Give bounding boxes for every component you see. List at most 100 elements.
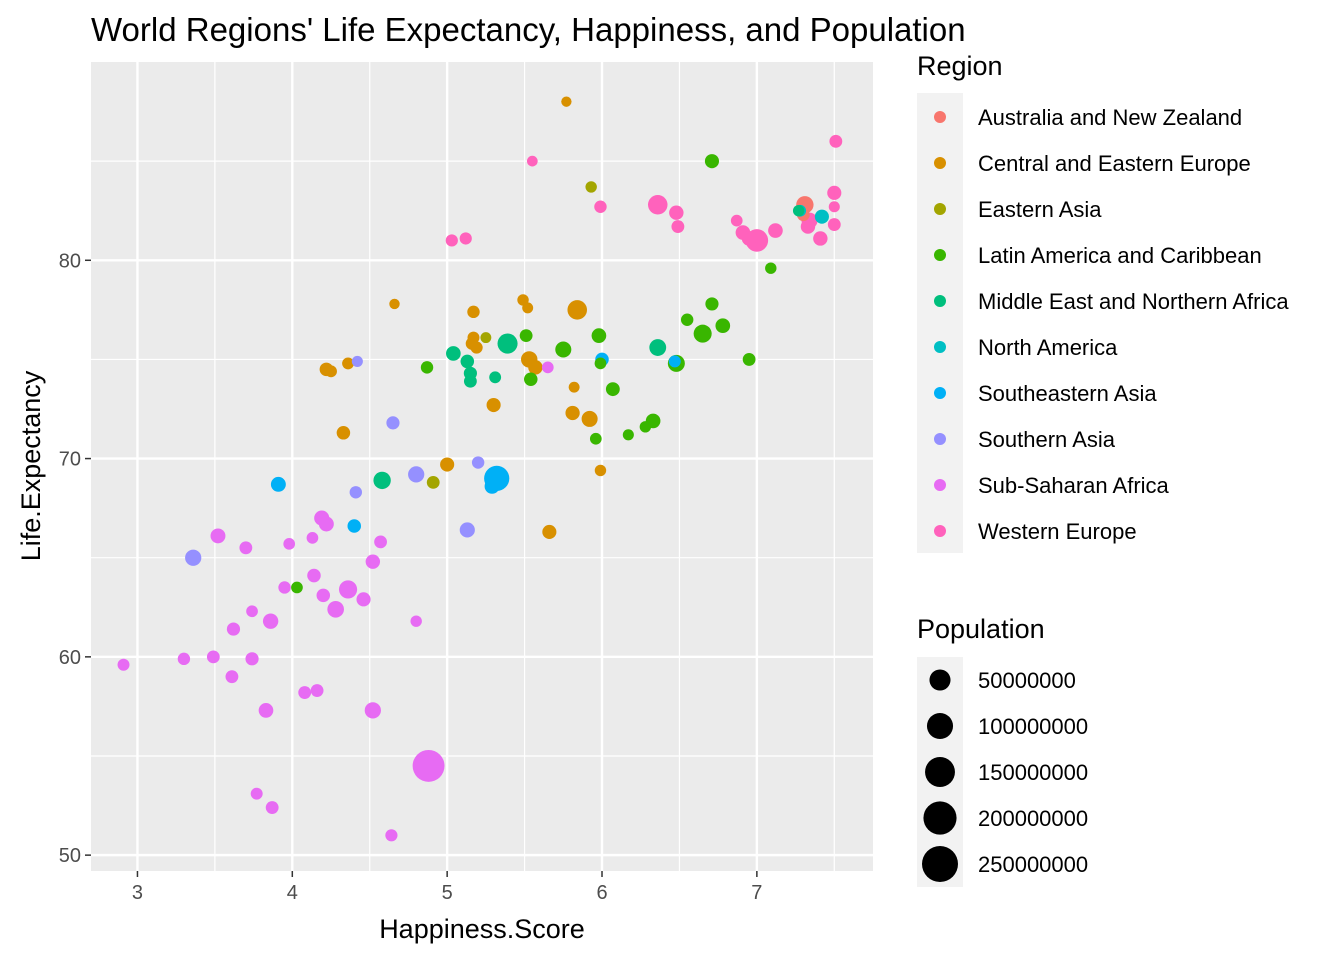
data-point: [351, 355, 363, 367]
data-point: [470, 341, 483, 354]
data-point: [336, 426, 351, 440]
data-point: [410, 615, 422, 627]
region-legend-key: [934, 341, 946, 353]
data-point: [828, 201, 840, 213]
y-tick-label: 50: [59, 845, 81, 867]
y-axis: 50 60 70 80: [59, 250, 91, 867]
data-point: [484, 478, 500, 494]
data-point: [528, 360, 543, 375]
data-point: [730, 214, 743, 227]
data-point: [265, 801, 279, 814]
data-point: [768, 223, 783, 238]
population-legend-key: [922, 846, 958, 882]
data-point: [460, 354, 475, 369]
data-point: [715, 318, 731, 334]
data-point: [226, 622, 241, 636]
data-point: [426, 475, 440, 489]
data-point: [765, 262, 777, 274]
y-tick-label: 80: [59, 250, 81, 272]
data-point: [568, 381, 580, 393]
data-point: [307, 568, 321, 583]
data-point: [291, 581, 303, 594]
x-tick-label: 3: [132, 882, 143, 904]
data-point: [567, 300, 587, 320]
data-point: [581, 410, 598, 427]
data-point: [467, 305, 480, 319]
data-point: [283, 537, 296, 550]
region-legend-label: Latin America and Caribbean: [978, 243, 1262, 268]
data-point: [814, 209, 829, 224]
data-point: [541, 361, 554, 374]
region-legend-key: [934, 249, 946, 261]
region-legend-label: Southern Asia: [978, 427, 1116, 452]
x-tick-label: 6: [596, 882, 607, 904]
data-point: [342, 357, 354, 370]
data-point: [565, 405, 580, 421]
population-legend: Population 50000000 100000000 150000000 200…: [917, 614, 1088, 887]
data-point: [589, 432, 602, 445]
region-legend-title: Region: [917, 51, 1003, 81]
region-legend-keys-bg: [917, 93, 963, 553]
data-point: [270, 476, 286, 492]
data-point: [467, 331, 480, 344]
data-point: [542, 524, 557, 539]
data-point: [412, 749, 445, 782]
data-point: [827, 185, 842, 200]
population-legend-label: 250000000: [978, 852, 1088, 877]
population-legend-key: [925, 757, 955, 787]
data-point: [356, 592, 371, 607]
data-point: [591, 328, 607, 343]
data-point: [316, 588, 331, 603]
data-point: [258, 703, 274, 718]
data-point: [471, 456, 485, 469]
population-legend-title: Population: [917, 614, 1045, 644]
data-points: [117, 96, 843, 842]
data-point: [480, 332, 492, 344]
data-point: [704, 154, 720, 169]
data-point: [206, 650, 220, 664]
data-point: [647, 195, 668, 215]
data-point: [671, 220, 685, 233]
y-axis-title: Life.Expectancy: [16, 370, 46, 561]
data-point: [459, 232, 472, 245]
population-legend-key: [923, 801, 957, 835]
data-point: [338, 580, 358, 599]
region-legend-key: [934, 111, 946, 123]
region-legend: Region Australia and New Zealand Central …: [917, 51, 1289, 553]
y-tick-label: 70: [59, 449, 81, 471]
data-point: [385, 829, 398, 842]
data-point: [445, 234, 458, 247]
data-point: [561, 96, 572, 107]
data-point: [440, 457, 455, 472]
x-axis-title: Happiness.Score: [379, 914, 585, 944]
data-point: [594, 357, 607, 370]
data-point: [605, 382, 620, 397]
data-point: [594, 200, 607, 213]
x-tick-label: 7: [751, 882, 762, 904]
region-legend-key: [934, 157, 946, 169]
region-legend-key: [934, 479, 946, 491]
population-legend-key: [929, 669, 951, 691]
data-point: [306, 532, 319, 544]
data-point: [526, 155, 538, 167]
data-point: [463, 374, 477, 388]
data-point: [246, 605, 258, 618]
data-point: [389, 298, 400, 310]
data-point: [408, 466, 425, 483]
region-legend-label: Southeastern Asia: [978, 381, 1157, 406]
data-point: [278, 581, 291, 594]
region-legend-label: North America: [978, 335, 1118, 360]
x-tick-label: 5: [442, 882, 453, 904]
region-legend-label: Australia and New Zealand: [978, 105, 1242, 130]
data-point: [639, 421, 652, 433]
data-point: [594, 464, 607, 477]
data-point: [668, 355, 681, 368]
data-point: [742, 353, 756, 366]
data-point: [239, 541, 253, 555]
population-legend-label: 200000000: [978, 806, 1088, 831]
region-legend-key: [934, 525, 946, 537]
data-point: [310, 684, 324, 697]
region-legend-label: Western Europe: [978, 519, 1137, 544]
data-point: [519, 329, 533, 343]
